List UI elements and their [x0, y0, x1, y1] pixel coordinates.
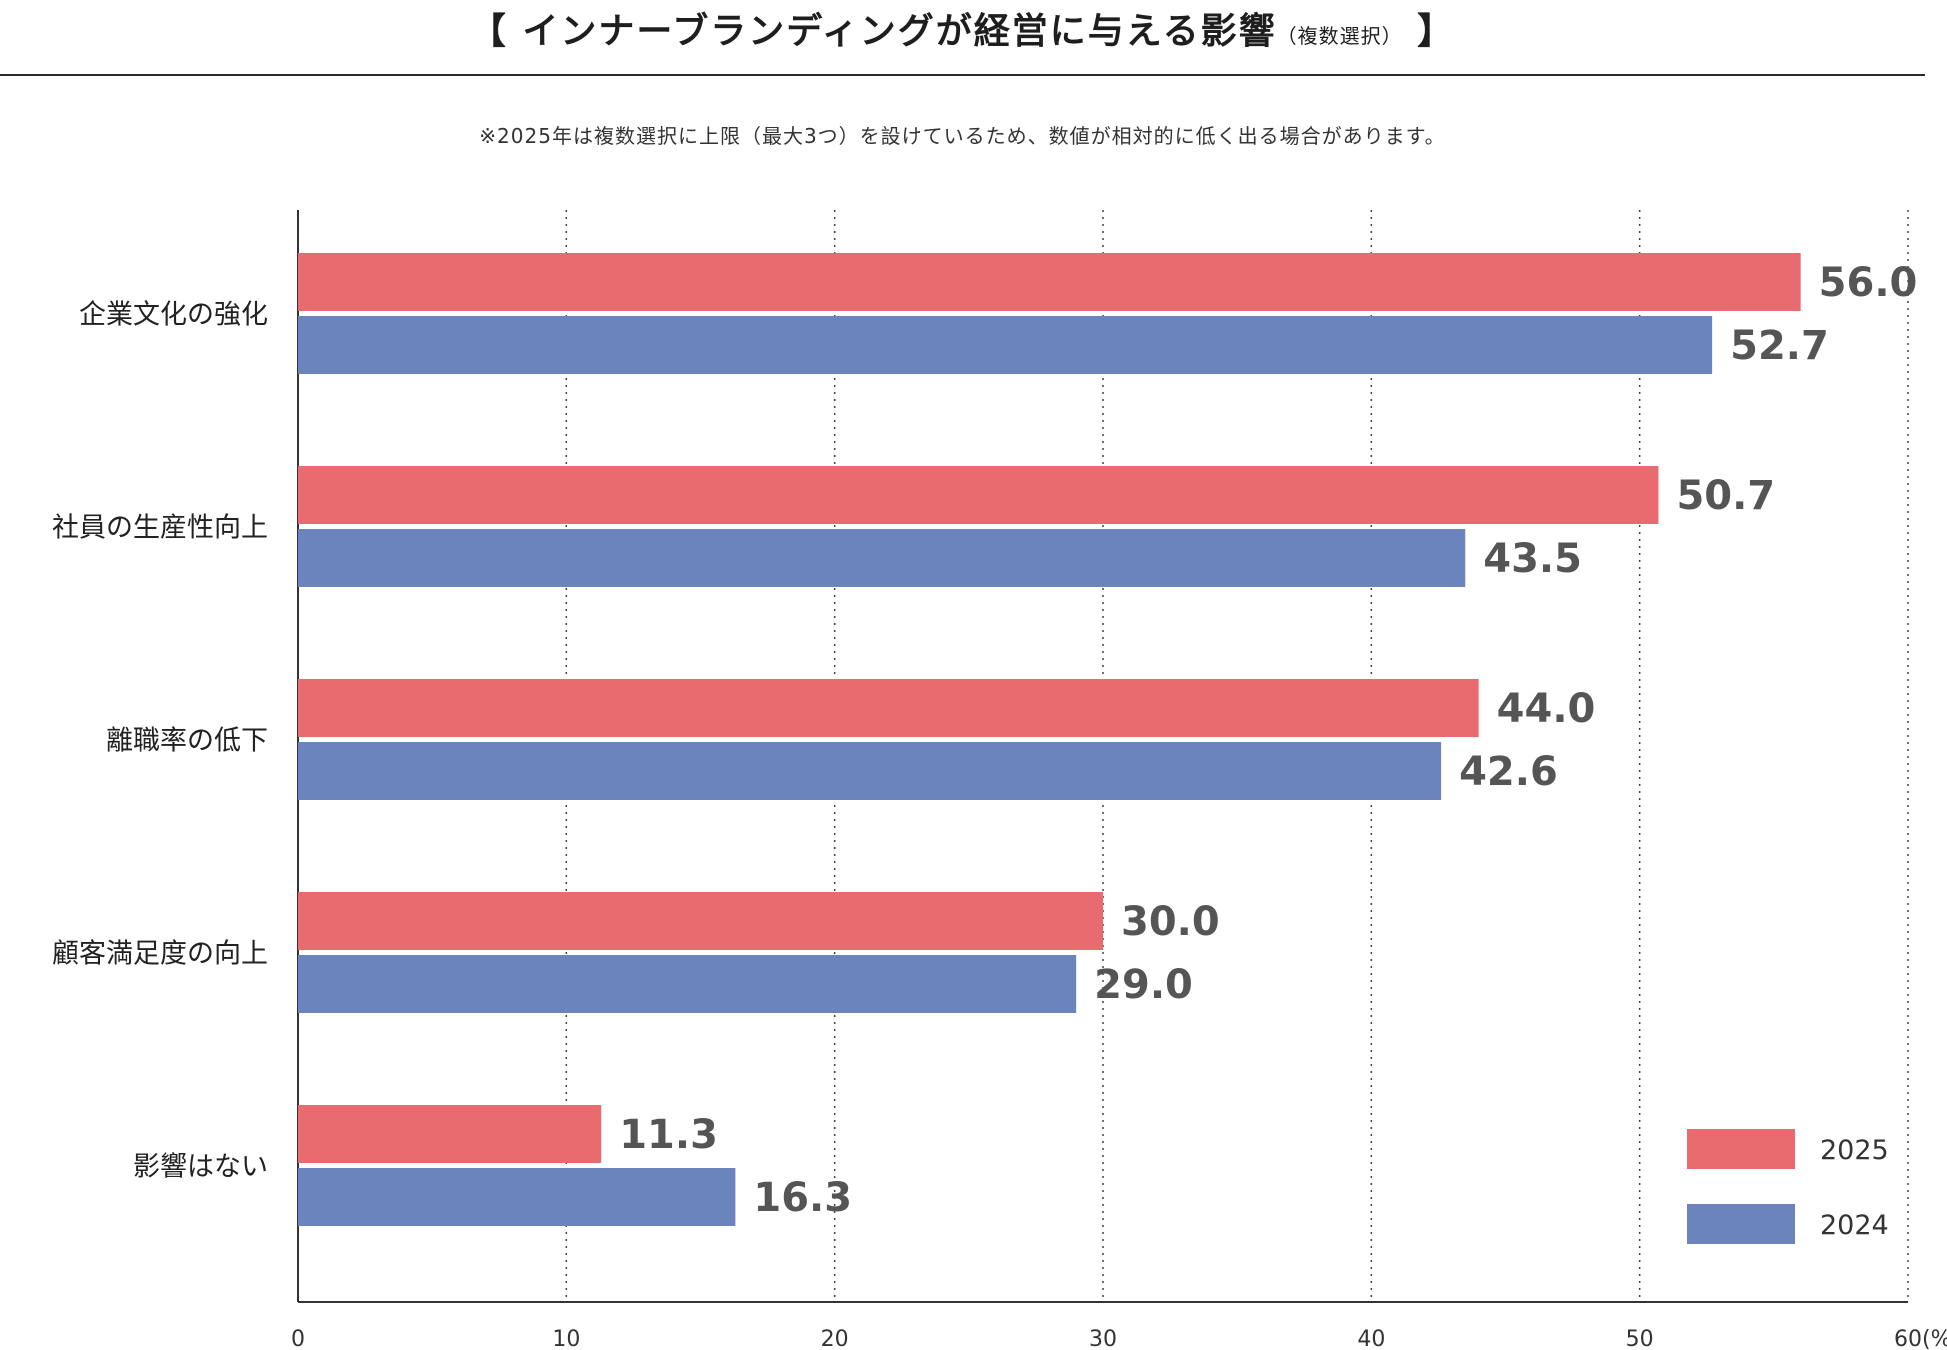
bar-2024 [298, 316, 1713, 374]
title-subtitle: （複数選択） [1276, 24, 1403, 48]
bar-2024 [298, 955, 1077, 1013]
chart-note: ※2025年は複数選択に上限（最大3つ）を設けているため、数値が相対的に低く出る… [479, 124, 1446, 148]
x-tick-label: 40 [1357, 1327, 1385, 1350]
category-label: 社員の生産性向上 [52, 513, 268, 544]
bar-2024 [298, 1168, 736, 1226]
title-bracket-close: 】 [1417, 11, 1456, 52]
chart-title: 【 インナーブランディングが経営に与える影響（複数選択） 】 [0, 2, 1925, 54]
bar-2025 [298, 1105, 602, 1163]
bar-2024 [298, 742, 1442, 800]
x-tick-label: 50 [1626, 1327, 1654, 1350]
category-label: 離職率の低下 [106, 726, 268, 757]
value-label: 16.3 [753, 1175, 852, 1221]
x-tick-label: 10 [552, 1327, 580, 1350]
x-tick-label: 60 [1894, 1327, 1922, 1350]
x-tick-label: 0 [291, 1327, 305, 1350]
bar-2025 [298, 253, 1801, 311]
value-label: 30.0 [1121, 899, 1220, 945]
bar-2024 [298, 529, 1466, 587]
title-bracket-open: 【 [469, 11, 508, 52]
legend-label: 2025 [1820, 1135, 1889, 1166]
value-label: 11.3 [619, 1112, 718, 1158]
value-label: 52.7 [1730, 323, 1829, 369]
legend-swatch-2024 [1687, 1204, 1795, 1244]
value-label: 56.0 [1819, 260, 1918, 306]
x-tick-label: 30 [1089, 1327, 1117, 1350]
value-label: 44.0 [1497, 686, 1596, 732]
legend-label: 2024 [1820, 1210, 1889, 1241]
category-label: 影響はない [133, 1152, 268, 1183]
x-tick-label: 20 [821, 1327, 849, 1350]
category-label: 企業文化の強化 [79, 300, 268, 331]
category-label: 顧客満足度の向上 [52, 939, 268, 970]
bar-2025 [298, 892, 1103, 950]
value-label: 29.0 [1094, 962, 1193, 1008]
value-label: 42.6 [1459, 749, 1558, 795]
title-divider [0, 74, 1925, 76]
x-axis-unit: (%) [1922, 1327, 1947, 1350]
chart-header: 【 インナーブランディングが経営に与える影響（複数選択） 】 [0, 0, 1925, 60]
value-label: 50.7 [1676, 473, 1775, 519]
bar-2025 [298, 466, 1659, 524]
bar-2025 [298, 679, 1479, 737]
bar-chart: 0 10 20 30 40 50 60(%) 企業文化の強化 56.0 52.7 社員の生産性向上 5… [52, 210, 1947, 1350]
title-text: インナーブランディングが経営に与える影響 [522, 11, 1277, 52]
legend-swatch-2025 [1687, 1129, 1795, 1169]
value-label: 43.5 [1483, 536, 1582, 582]
